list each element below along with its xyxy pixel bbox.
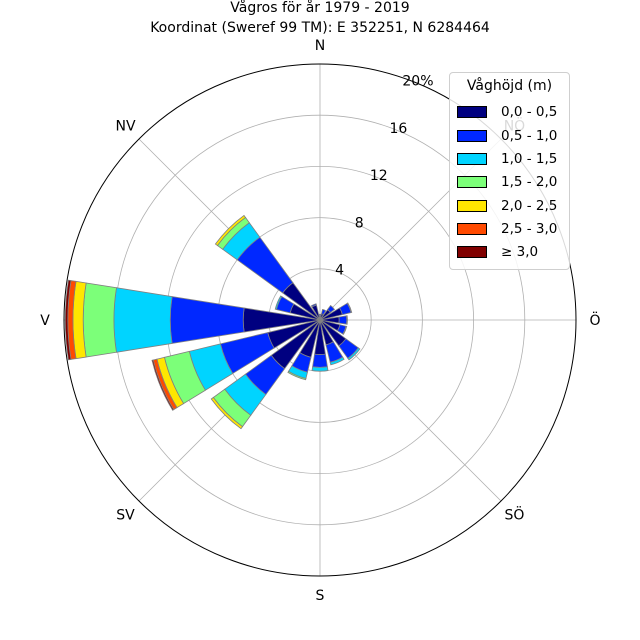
legend-swatch	[457, 246, 487, 258]
radial-tick-label: 16	[389, 121, 407, 137]
rose-bar-segment	[82, 282, 117, 358]
legend-label: 0,0 - 0,5	[501, 104, 558, 120]
rose-bar-segment	[113, 287, 173, 353]
direction-label: V	[40, 313, 50, 329]
rose-bar-segment	[210, 396, 244, 430]
direction-label: NV	[116, 119, 136, 135]
rose-bar-segment	[338, 315, 348, 325]
radial-tick-label: 4	[335, 263, 344, 279]
legend-swatch	[457, 176, 487, 188]
rose-bar-segment	[287, 370, 307, 381]
rose-bar-segment	[311, 366, 329, 372]
legend-entry: ≥ 3,0	[457, 244, 538, 260]
rose-bar-segment	[321, 308, 327, 316]
rose-bar-segment	[310, 303, 317, 308]
rose-bar-segment	[347, 347, 361, 361]
rose-bar-segment	[329, 356, 345, 366]
rose-bar-segment	[151, 359, 175, 411]
rose-bar-segment	[326, 304, 336, 314]
rose-bar-segment	[169, 296, 245, 344]
legend: Våghöjd (m) 0,0 - 0,5 0,5 - 1,0 1,0 - 1,…	[449, 72, 570, 270]
direction-label: N	[315, 38, 325, 54]
direction-label: Ö	[589, 311, 600, 329]
rose-bar-segment	[312, 353, 328, 368]
legend-entry: 1,5 - 2,0	[457, 174, 557, 190]
direction-label: SV	[116, 507, 135, 523]
radial-tick-label: 8	[355, 215, 364, 231]
rose-bar-segment	[274, 295, 283, 311]
legend-title: Våghöjd (m)	[466, 78, 553, 94]
polar-frame	[63, 63, 577, 577]
chart-subtitle: Koordinat (Sweref 99 TM): E 352251, N 62…	[150, 20, 490, 36]
rose-bar-segment	[342, 325, 348, 335]
legend-swatch	[457, 106, 487, 118]
chart-title: Vågros för år 1979 - 2019	[230, 0, 410, 16]
direction-label: S	[316, 588, 325, 604]
legend-swatch	[457, 223, 487, 235]
legend-label: 0,5 - 1,0	[501, 128, 558, 144]
legend-entry: 2,0 - 2,5	[457, 198, 557, 214]
legend-label: 2,0 - 2,5	[501, 198, 558, 214]
legend-entry: 0,5 - 1,0	[457, 128, 557, 144]
legend-label: 2,5 - 3,0	[501, 221, 558, 237]
legend-entry: 2,5 - 3,0	[457, 221, 557, 237]
radial-tick-label: 12	[370, 168, 388, 184]
rose-bar-segment	[346, 302, 353, 314]
legend-label: ≥ 3,0	[501, 244, 539, 260]
legend-entry: 0,0 - 0,5	[457, 104, 557, 120]
bars	[64, 214, 361, 430]
legend-label: 1,0 - 1,5	[501, 151, 558, 167]
rose-bar-segment	[346, 315, 348, 325]
rose-bar-segment	[318, 313, 322, 317]
legend-swatch	[457, 200, 487, 212]
legend-swatch	[457, 153, 487, 165]
direction-label: SÖ	[505, 505, 525, 523]
legend-label: 1,5 - 2,0	[501, 174, 558, 190]
rose-bar-segment	[64, 279, 72, 361]
radial-tick-label: 20%	[402, 73, 433, 89]
legend-entry: 1,0 - 1,5	[457, 151, 557, 167]
legend-swatch	[457, 130, 487, 142]
rose-bar-segment	[214, 214, 247, 247]
